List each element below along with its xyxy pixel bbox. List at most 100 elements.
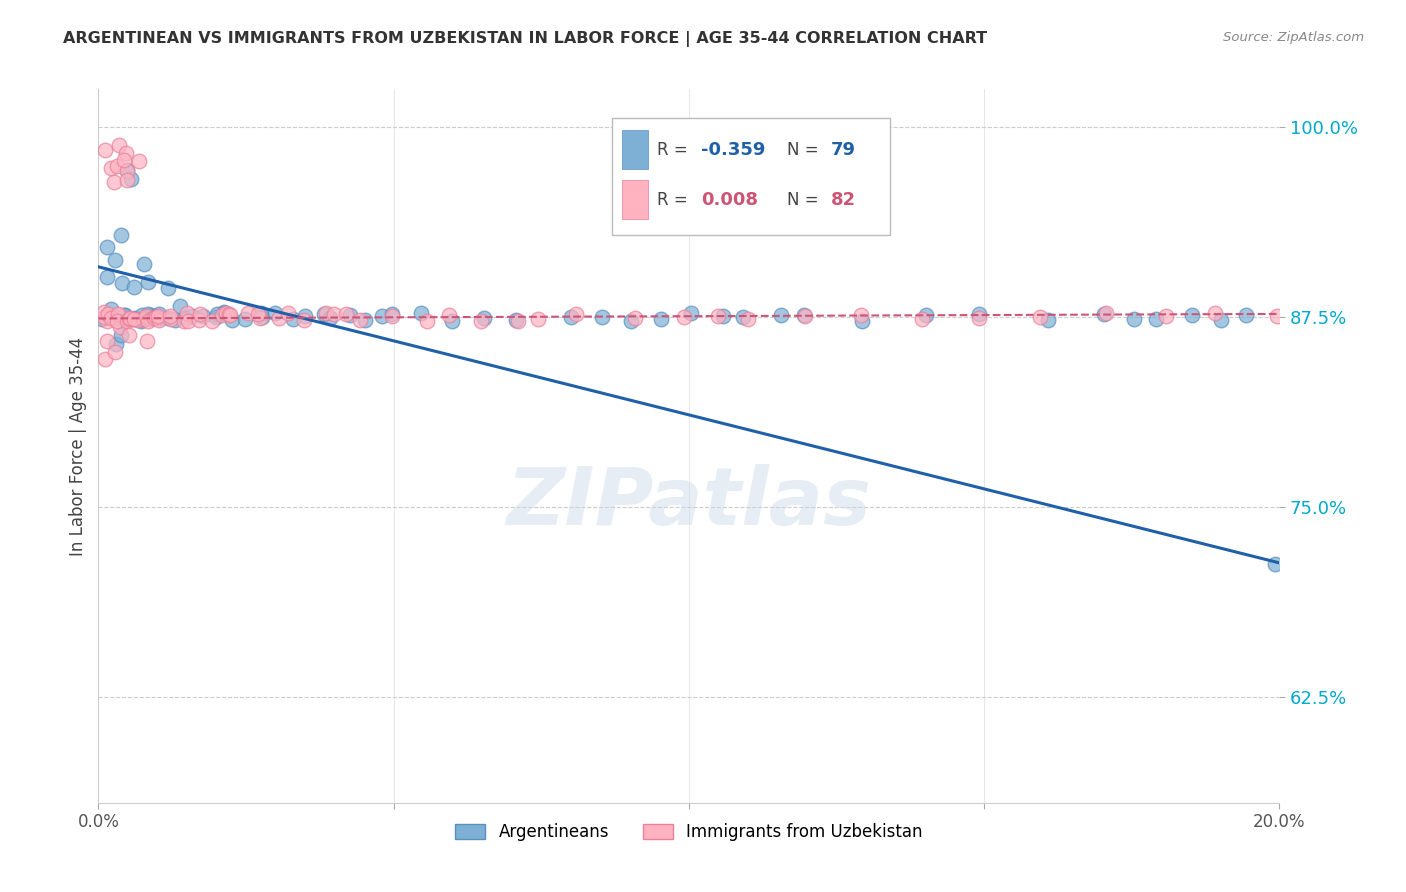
- Point: [139, 309, 162, 323]
- Point: [1154, 309, 1177, 323]
- Point: [143, 311, 166, 326]
- Point: [1264, 557, 1286, 571]
- Point: [1036, 313, 1059, 327]
- Point: [110, 328, 132, 343]
- Point: [769, 308, 792, 322]
- Point: [107, 307, 129, 321]
- Point: [565, 306, 588, 320]
- FancyBboxPatch shape: [612, 118, 890, 235]
- Point: [527, 312, 550, 326]
- Text: R =: R =: [657, 191, 688, 209]
- Point: [96, 334, 118, 348]
- Point: [188, 307, 211, 321]
- Point: [132, 312, 155, 326]
- Point: [793, 308, 815, 322]
- Point: [354, 313, 377, 327]
- Point: [124, 311, 146, 326]
- Point: [90, 311, 112, 326]
- Point: [181, 310, 204, 324]
- Point: [650, 311, 672, 326]
- Point: [1029, 310, 1052, 325]
- Point: [96, 240, 118, 254]
- Point: [114, 308, 136, 322]
- Legend: Argentineans, Immigrants from Uzbekistan: Argentineans, Immigrants from Uzbekistan: [449, 817, 929, 848]
- Point: [793, 310, 815, 324]
- Point: [93, 310, 115, 324]
- Point: [319, 310, 342, 325]
- Point: [711, 310, 734, 324]
- Bar: [621, 130, 648, 169]
- Point: [122, 311, 145, 326]
- Point: [177, 314, 200, 328]
- Point: [100, 301, 122, 316]
- Text: ARGENTINEAN VS IMMIGRANTS FROM UZBEKISTAN IN LABOR FORCE | AGE 35-44 CORRELATION: ARGENTINEAN VS IMMIGRANTS FROM UZBEKISTA…: [63, 31, 987, 47]
- Point: [115, 164, 138, 178]
- Point: [136, 276, 159, 290]
- Point: [679, 306, 702, 320]
- Point: [591, 310, 613, 324]
- Point: [132, 311, 155, 326]
- Point: [118, 312, 141, 326]
- Point: [620, 313, 643, 327]
- Point: [277, 306, 299, 320]
- Point: [1303, 310, 1326, 324]
- Point: [108, 138, 131, 153]
- Point: [115, 163, 138, 178]
- Point: [104, 252, 127, 267]
- Text: -0.359: -0.359: [700, 141, 765, 159]
- Point: [93, 305, 115, 319]
- Point: [505, 312, 527, 326]
- Point: [250, 310, 273, 324]
- Point: [138, 307, 160, 321]
- Point: [112, 153, 135, 167]
- Point: [1204, 306, 1226, 320]
- Point: [250, 306, 273, 320]
- Point: [100, 161, 122, 176]
- Point: [143, 310, 166, 324]
- Point: [169, 299, 191, 313]
- Text: 82: 82: [831, 191, 856, 209]
- Point: [335, 307, 357, 321]
- Point: [101, 310, 124, 325]
- Point: [193, 310, 215, 324]
- Point: [624, 311, 647, 326]
- Point: [105, 311, 128, 326]
- Point: [322, 307, 344, 321]
- Point: [1388, 310, 1406, 325]
- Point: [371, 309, 394, 323]
- Point: [148, 310, 170, 325]
- Point: [267, 311, 290, 326]
- Point: [238, 306, 260, 320]
- Point: [107, 311, 129, 326]
- Point: [115, 173, 138, 187]
- Point: [314, 307, 336, 321]
- Point: [201, 314, 224, 328]
- Text: 0.008: 0.008: [700, 191, 758, 209]
- Point: [173, 314, 195, 328]
- Point: [145, 310, 167, 324]
- Point: [128, 154, 150, 169]
- Text: 79: 79: [831, 141, 856, 159]
- Point: [100, 310, 122, 325]
- Point: [211, 308, 233, 322]
- Point: [115, 146, 138, 161]
- Y-axis label: In Labor Force | Age 35-44: In Labor Force | Age 35-44: [69, 336, 87, 556]
- Point: [115, 314, 138, 328]
- Point: [1327, 314, 1350, 328]
- Point: [1123, 311, 1146, 326]
- Point: [146, 309, 169, 323]
- Point: [129, 313, 152, 327]
- Point: [281, 312, 304, 326]
- Point: [969, 307, 991, 321]
- Point: [112, 308, 135, 322]
- Point: [120, 311, 142, 326]
- Point: [122, 280, 145, 294]
- Point: [470, 314, 492, 328]
- Point: [108, 310, 131, 325]
- Point: [96, 270, 118, 285]
- Point: [247, 307, 270, 321]
- Point: [157, 311, 180, 326]
- Point: [110, 320, 132, 334]
- Point: [96, 314, 118, 328]
- Point: [1209, 313, 1232, 327]
